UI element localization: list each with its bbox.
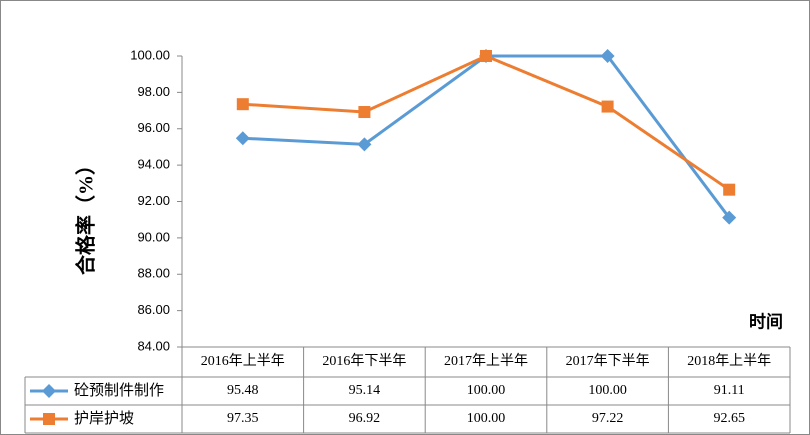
y-tick-label: 94.00	[137, 157, 170, 172]
category-label: 2018年上半年	[687, 353, 771, 369]
table-value: 95.14	[349, 383, 381, 398]
legend-label: 砼预制件制作	[74, 382, 164, 399]
data-point	[357, 137, 372, 152]
y-tick-label: 86.00	[137, 302, 170, 317]
table-value: 100.00	[467, 411, 506, 426]
legend-marker	[43, 413, 55, 425]
table-value: 100.00	[467, 383, 506, 398]
data-point	[480, 50, 492, 62]
y-axis-label: 合格率（%）	[74, 155, 98, 275]
y-tick-label: 90.00	[137, 229, 170, 244]
y-tick-label: 84.00	[137, 338, 170, 353]
category-label: 2017年上半年	[444, 353, 528, 369]
legend-marker	[42, 384, 56, 398]
y-tick-label: 98.00	[137, 84, 170, 99]
data-point	[601, 100, 614, 113]
y-tick-label: 100.00	[130, 47, 170, 62]
data-point	[358, 106, 371, 119]
data-point	[723, 183, 736, 196]
data-point	[600, 49, 615, 63]
category-label: 2016年下半年	[322, 353, 406, 369]
data-point	[722, 210, 737, 225]
category-label: 2017年下半年	[566, 353, 650, 369]
category-label: 2016年上半年	[201, 353, 285, 369]
data-point	[236, 98, 249, 111]
x-axis-label: 时间	[749, 311, 783, 331]
table-value: 97.35	[227, 411, 259, 426]
table-value: 91.11	[714, 383, 745, 398]
y-tick-label: 88.00	[137, 266, 170, 281]
data-point	[235, 131, 250, 146]
y-tick-label: 96.00	[137, 120, 170, 135]
table-value: 95.48	[227, 383, 259, 398]
table-value: 96.92	[349, 411, 381, 426]
table-value: 92.65	[713, 411, 745, 426]
legend-label: 护岸护坡	[74, 410, 134, 427]
table-value: 100.00	[588, 383, 627, 398]
table-value: 97.22	[592, 411, 624, 426]
y-tick-label: 92.00	[137, 193, 170, 208]
